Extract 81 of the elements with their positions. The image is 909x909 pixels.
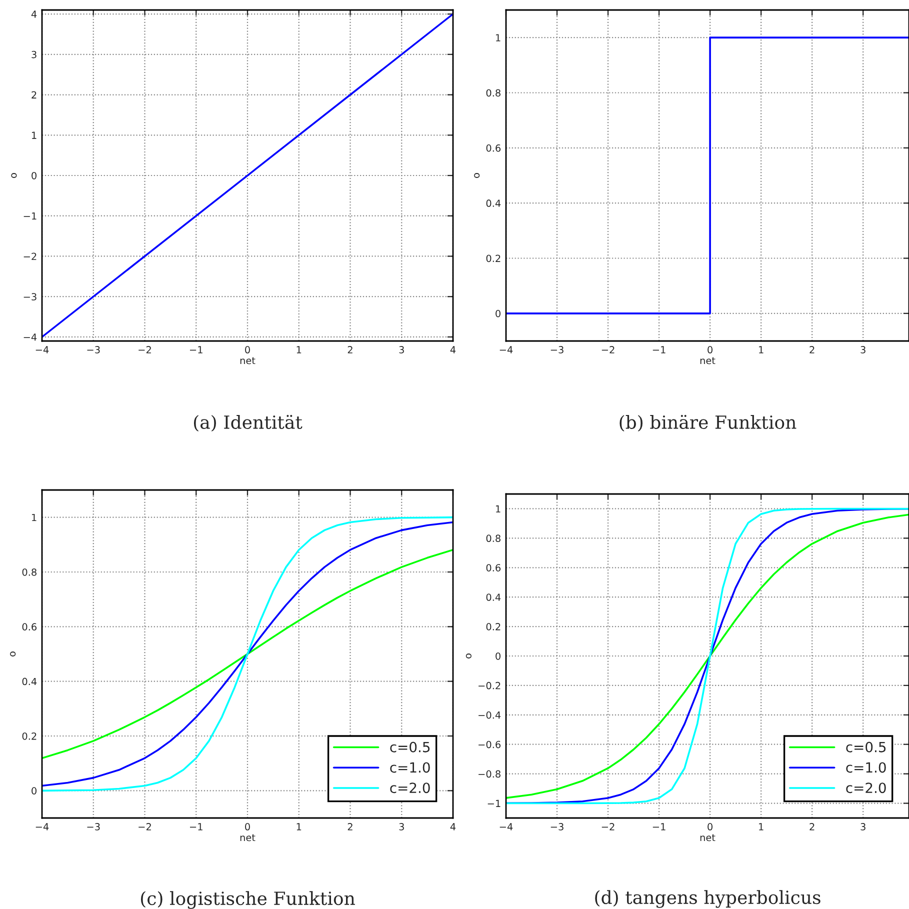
x-tick-label: 3: [860, 823, 866, 830]
y-tick-label: 0.4: [22, 678, 37, 686]
x-tick-label: 4: [450, 823, 456, 830]
x-tick-label: 1: [296, 823, 302, 830]
y-tick-label: 0: [496, 652, 500, 660]
x-tick-label: −2: [138, 346, 151, 354]
y-axis-title: o: [11, 173, 17, 178]
legend-label: c=2.0: [390, 782, 430, 794]
y-tick-label: 4: [31, 10, 37, 18]
legend-label: c=1.0: [390, 762, 430, 773]
y-tick-label: 0.4: [486, 200, 501, 207]
text: (c) logistische Funktion: [140, 891, 355, 909]
x-tick-label: 2: [810, 346, 814, 354]
y-tick-label: 0.2: [486, 623, 500, 630]
y-tick-label: −0.4: [478, 711, 501, 719]
legend-label: c=0.5: [846, 742, 886, 752]
y-tick-label: 1: [32, 132, 36, 139]
y-tick-label: 0.8: [486, 534, 500, 542]
x-tick-label: −2: [602, 346, 614, 354]
x-tick-label: −3: [550, 346, 564, 354]
x-axis-title: net: [700, 357, 716, 364]
y-tick-label: 0.8: [22, 568, 36, 576]
y-tick-label: −1: [24, 212, 36, 220]
y-axis-title: o: [10, 652, 16, 656]
text: (b) binäre Funktion: [620, 414, 796, 432]
y-tick-label: −0.8: [478, 770, 500, 778]
x-tick-label: 0: [245, 346, 250, 354]
x-tick-label: 2: [810, 823, 814, 830]
x-tick-label: −3: [87, 346, 100, 354]
x-tick-label: 3: [860, 346, 866, 354]
text: (a) Identität: [194, 414, 302, 432]
y-tick-label: 3: [32, 50, 36, 58]
x-tick-label: −3: [87, 823, 100, 830]
y-tick-label: −0.2: [478, 682, 500, 690]
y-tick-label: 0.2: [486, 254, 500, 262]
legend-label: c=0.5: [390, 742, 430, 752]
y-tick-label: 1: [496, 505, 500, 512]
y-axis-title: o: [466, 654, 472, 658]
text: (d) tangens hyperbolicus: [595, 890, 820, 908]
y-tick-label: −3: [24, 293, 36, 300]
x-tick-label: 2: [348, 823, 352, 830]
legend-label: c=1.0: [846, 762, 886, 773]
line-series: [42, 548, 453, 760]
x-tick-label: 1: [296, 346, 302, 354]
x-tick-label: −2: [602, 823, 614, 830]
y-tick-label: 0: [496, 310, 500, 318]
x-tick-label: 3: [399, 346, 404, 354]
y-tick-label: −0.6: [478, 740, 501, 748]
x-tick-label: −2: [138, 823, 151, 830]
x-tick-label: 2: [348, 346, 352, 354]
y-tick-label: 1: [32, 514, 36, 522]
y-tick-label: −4: [24, 334, 37, 341]
x-tick-label: −1: [652, 823, 666, 830]
y-tick-label: 0: [32, 787, 36, 794]
x-tick-label: 4: [450, 346, 456, 354]
y-tick-label: −1: [488, 800, 500, 807]
y-axis-title: o: [474, 173, 480, 178]
x-tick-label: 0: [245, 823, 250, 830]
x-tick-label: −1: [190, 823, 202, 830]
y-tick-label: −2: [24, 252, 36, 260]
y-tick-label: 0.4: [486, 594, 501, 601]
y-tick-label: 0.2: [22, 732, 36, 740]
x-tick-label: 3: [399, 823, 404, 830]
legend-label: c=2.0: [846, 782, 886, 794]
y-tick-label: 0.6: [486, 564, 501, 572]
x-axis-title: net: [240, 357, 256, 364]
x-tick-label: 1: [759, 823, 764, 830]
y-tick-label: 2: [32, 91, 36, 98]
y-tick-label: 1: [496, 34, 500, 42]
x-tick-label: −1: [652, 346, 666, 354]
y-tick-label: 0.6: [486, 144, 501, 152]
x-tick-label: −3: [550, 823, 564, 830]
x-axis-title: net: [240, 834, 256, 842]
x-axis-title: net: [700, 834, 716, 842]
y-tick-label: 0: [32, 172, 36, 180]
y-tick-label: 0.6: [22, 623, 37, 630]
x-tick-label: 0: [708, 346, 712, 354]
x-tick-label: −1: [190, 346, 202, 354]
x-tick-label: 0: [708, 823, 712, 830]
x-tick-label: 1: [759, 346, 764, 354]
y-tick-label: 0.8: [486, 89, 500, 97]
